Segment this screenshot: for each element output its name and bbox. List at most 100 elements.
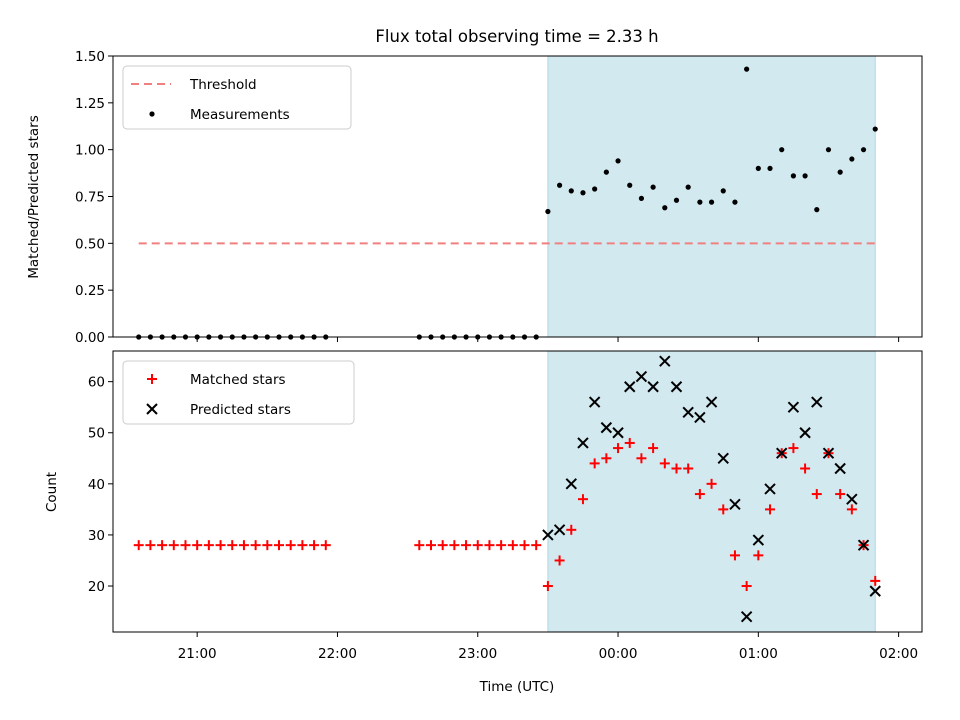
matched-star-marker — [800, 463, 811, 474]
predicted-star-marker — [588, 396, 601, 408]
matched-star-marker — [496, 540, 507, 551]
matched-star-marker — [531, 540, 542, 551]
measurement-point — [814, 207, 820, 213]
top-y-axis-label: Matched/Predicted stars — [26, 115, 42, 278]
marker-stroke — [811, 396, 823, 408]
top-y-tick-label: 1.00 — [75, 143, 105, 159]
predicted-star-marker — [682, 406, 694, 419]
predicted-star-marker — [764, 483, 776, 495]
marker-stroke — [542, 529, 554, 541]
marker-stroke — [670, 381, 683, 393]
matched-star-marker — [601, 453, 612, 464]
matched-star-marker — [729, 550, 740, 561]
matched-star-marker — [542, 581, 553, 592]
measurement-point — [685, 184, 691, 190]
marker-stroke — [600, 421, 613, 434]
matched-star-marker — [215, 540, 226, 551]
measurement-point — [849, 156, 855, 162]
measurement-point — [872, 126, 878, 132]
x-tick-label: 23:00 — [458, 646, 497, 662]
bottom-shaded-region — [547, 350, 876, 633]
matched-star-marker — [285, 540, 296, 551]
measurement-point — [662, 205, 668, 211]
predicted-star-marker — [787, 401, 800, 413]
measurement-point — [802, 173, 808, 179]
matched-star-marker — [846, 504, 857, 515]
measurement-point — [837, 169, 843, 175]
measurement-point — [545, 208, 551, 215]
matched-star-marker — [694, 489, 705, 500]
predicted-star-marker — [577, 437, 589, 449]
marker-stroke — [682, 406, 694, 419]
predicted-star-marker — [542, 529, 554, 541]
top-y-tick-label: 1.50 — [75, 49, 105, 65]
matched-star-marker — [250, 540, 261, 551]
matched-star-marker — [180, 540, 191, 551]
predicted-star-marker — [694, 411, 706, 424]
predicted-star-marker — [670, 381, 683, 393]
measurement-point — [697, 199, 703, 205]
marker-stroke — [647, 381, 659, 393]
top-y-tick-label: 0.50 — [75, 236, 105, 252]
legend-measurement-swatch — [149, 111, 155, 117]
marker-stroke — [799, 427, 811, 439]
marker-stroke — [869, 585, 881, 597]
bottom-y-axis-label: Count — [44, 472, 60, 512]
matched-star-marker — [718, 504, 729, 515]
top-legend: Threshold Measurements — [122, 65, 352, 130]
matched-star-marker — [449, 540, 460, 551]
matched-star-marker — [870, 575, 881, 586]
matched-star-marker — [414, 540, 425, 551]
predicted-star-marker — [635, 370, 648, 383]
predicted-star-marker — [729, 498, 741, 510]
measurement-point — [568, 188, 574, 194]
matched-star-marker — [613, 443, 624, 454]
marker-stroke — [857, 539, 870, 551]
predicted-star-marker — [553, 524, 566, 536]
matched-star-marker — [589, 458, 600, 469]
measurement-point — [720, 188, 726, 194]
marker-stroke — [822, 447, 835, 459]
measurement-point — [673, 197, 680, 203]
legend-box — [122, 360, 355, 425]
measurement-point — [650, 184, 656, 190]
marker-stroke — [717, 452, 729, 464]
measurement-point — [603, 169, 609, 175]
matched-star-marker — [309, 540, 320, 551]
matched-star-marker — [788, 443, 799, 454]
marker-stroke — [764, 483, 776, 495]
matched-star-marker — [425, 540, 436, 551]
bottom-y-tick-label: 60 — [88, 375, 105, 391]
marker-stroke — [729, 498, 741, 510]
top-y-tick-label: 0.75 — [75, 190, 105, 206]
measurement-point — [825, 147, 832, 153]
matched-star-marker — [145, 540, 156, 551]
measurement-point — [744, 66, 750, 72]
x-tick-label: 01:00 — [739, 646, 778, 662]
matched-star-marker — [765, 504, 776, 515]
x-tick-label: 02:00 — [879, 646, 918, 662]
matched-star-marker — [554, 555, 565, 566]
matched-star-marker — [437, 540, 448, 551]
matched-star-marker — [133, 540, 144, 551]
bottom-y-tick-label: 20 — [88, 579, 105, 595]
measurement-point — [627, 182, 633, 188]
measurement-point — [790, 173, 797, 179]
matched-star-marker — [238, 540, 249, 551]
predicted-star-marker — [811, 396, 823, 408]
predicted-star-marker — [612, 427, 624, 439]
predicted-star-marker — [624, 381, 636, 393]
matched-star-marker — [519, 540, 530, 551]
x-tick-label: 00:00 — [599, 646, 638, 662]
marker-stroke — [588, 396, 601, 408]
matched-star-marker — [659, 458, 670, 469]
matched-star-marker — [227, 540, 238, 551]
top-panel: Flux total observing time = 2.33 h Match… — [26, 27, 923, 346]
matched-star-marker — [577, 494, 588, 505]
matched-star-marker — [461, 540, 472, 551]
matched-star-marker — [192, 540, 203, 551]
predicted-star-marker — [717, 452, 729, 464]
x-tick-label: 22:00 — [318, 646, 357, 662]
legend-label: Predicted stars — [190, 402, 291, 418]
